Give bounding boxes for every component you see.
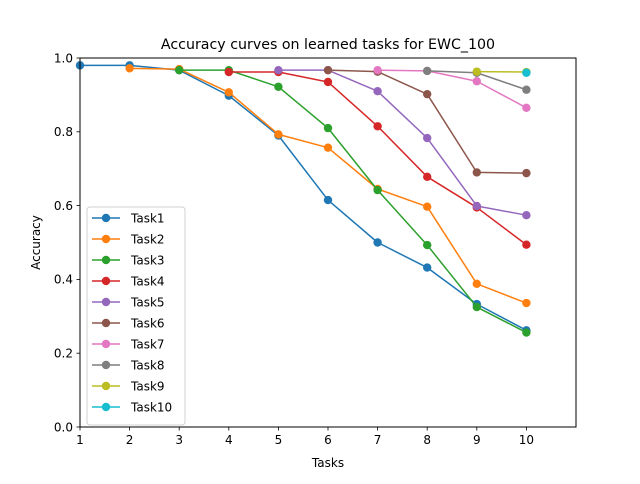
x-tick-label: 5 <box>275 433 283 447</box>
legend-marker <box>102 256 110 264</box>
legend-label: Task2 <box>130 233 165 247</box>
y-tick-label: 0.4 <box>54 273 73 287</box>
data-point-task2 <box>473 280 481 288</box>
x-tick-label: 7 <box>374 433 382 447</box>
x-tick-label: 2 <box>126 433 134 447</box>
y-tick-label: 0.2 <box>54 347 73 361</box>
data-point-task4 <box>373 122 381 130</box>
x-tick-label: 4 <box>225 433 233 447</box>
legend-label: Task8 <box>130 359 165 373</box>
y-axis-label: Accuracy <box>29 215 43 270</box>
legend-marker <box>102 403 110 411</box>
data-point-task3 <box>373 186 381 194</box>
legend-marker <box>102 340 110 348</box>
data-point-task3 <box>175 66 183 74</box>
data-point-task7 <box>473 77 481 85</box>
legend-label: Task9 <box>130 380 165 394</box>
data-point-task6 <box>423 90 431 98</box>
x-tick-label: 3 <box>175 433 183 447</box>
data-point-task6 <box>522 169 530 177</box>
data-point-task6 <box>324 66 332 74</box>
x-axis-label: Tasks <box>311 456 344 470</box>
data-point-task5 <box>373 87 381 95</box>
x-tick-label: 6 <box>324 433 332 447</box>
data-point-task3 <box>473 303 481 311</box>
y-tick-label: 1.0 <box>54 51 73 65</box>
data-point-task7 <box>522 104 530 112</box>
data-point-task3 <box>423 241 431 249</box>
legend-marker <box>102 214 110 222</box>
data-point-task5 <box>473 202 481 210</box>
data-point-task2 <box>274 130 282 138</box>
data-point-task8 <box>522 86 530 94</box>
legend-label: Task1 <box>130 212 165 226</box>
legend-marker <box>102 361 110 369</box>
legend: Task1 Task2 Task3 Task4 Task5 Task6 Task7 Task8… <box>87 207 185 425</box>
y-tick-label: 0.6 <box>54 199 73 213</box>
legend-marker <box>102 319 110 327</box>
legend-label: Task10 <box>130 401 172 415</box>
data-point-task4 <box>324 78 332 86</box>
y-tick-label: 0.8 <box>54 125 73 139</box>
x-tick-label: 8 <box>423 433 431 447</box>
x-tick-label: 9 <box>473 433 481 447</box>
legend-marker <box>102 277 110 285</box>
legend-label: Task4 <box>130 275 165 289</box>
data-point-task3 <box>274 83 282 91</box>
data-point-task1 <box>423 263 431 271</box>
data-point-task2 <box>125 64 133 72</box>
legend-marker <box>102 298 110 306</box>
series-task10 <box>522 69 530 77</box>
data-point-task2 <box>522 299 530 307</box>
data-point-task4 <box>423 173 431 181</box>
x-tick-label: 10 <box>519 433 534 447</box>
legend-label: Task3 <box>130 254 165 268</box>
data-point-task7 <box>373 66 381 74</box>
data-point-task2 <box>423 203 431 211</box>
data-point-task3 <box>324 124 332 132</box>
data-point-task5 <box>522 211 530 219</box>
data-point-task4 <box>522 241 530 249</box>
data-point-task6 <box>473 168 481 176</box>
data-point-task2 <box>324 143 332 151</box>
x-tick-label: 1 <box>76 433 84 447</box>
data-point-task3 <box>522 328 530 336</box>
data-point-task9 <box>473 67 481 75</box>
chart-title: Accuracy curves on learned tasks for EWC… <box>161 37 495 53</box>
data-point-task5 <box>274 66 282 74</box>
legend-label: Task5 <box>130 296 165 310</box>
legend-marker <box>102 235 110 243</box>
data-point-task1 <box>324 196 332 204</box>
data-point-task4 <box>225 68 233 76</box>
data-point-task2 <box>225 88 233 96</box>
y-tick-label: 0.0 <box>54 420 73 434</box>
legend-marker <box>102 382 110 390</box>
data-point-task10 <box>522 69 530 77</box>
data-point-task5 <box>423 134 431 142</box>
data-point-task8 <box>423 67 431 75</box>
legend-label: Task7 <box>130 338 165 352</box>
data-point-task1 <box>373 238 381 246</box>
legend-label: Task6 <box>130 317 165 331</box>
